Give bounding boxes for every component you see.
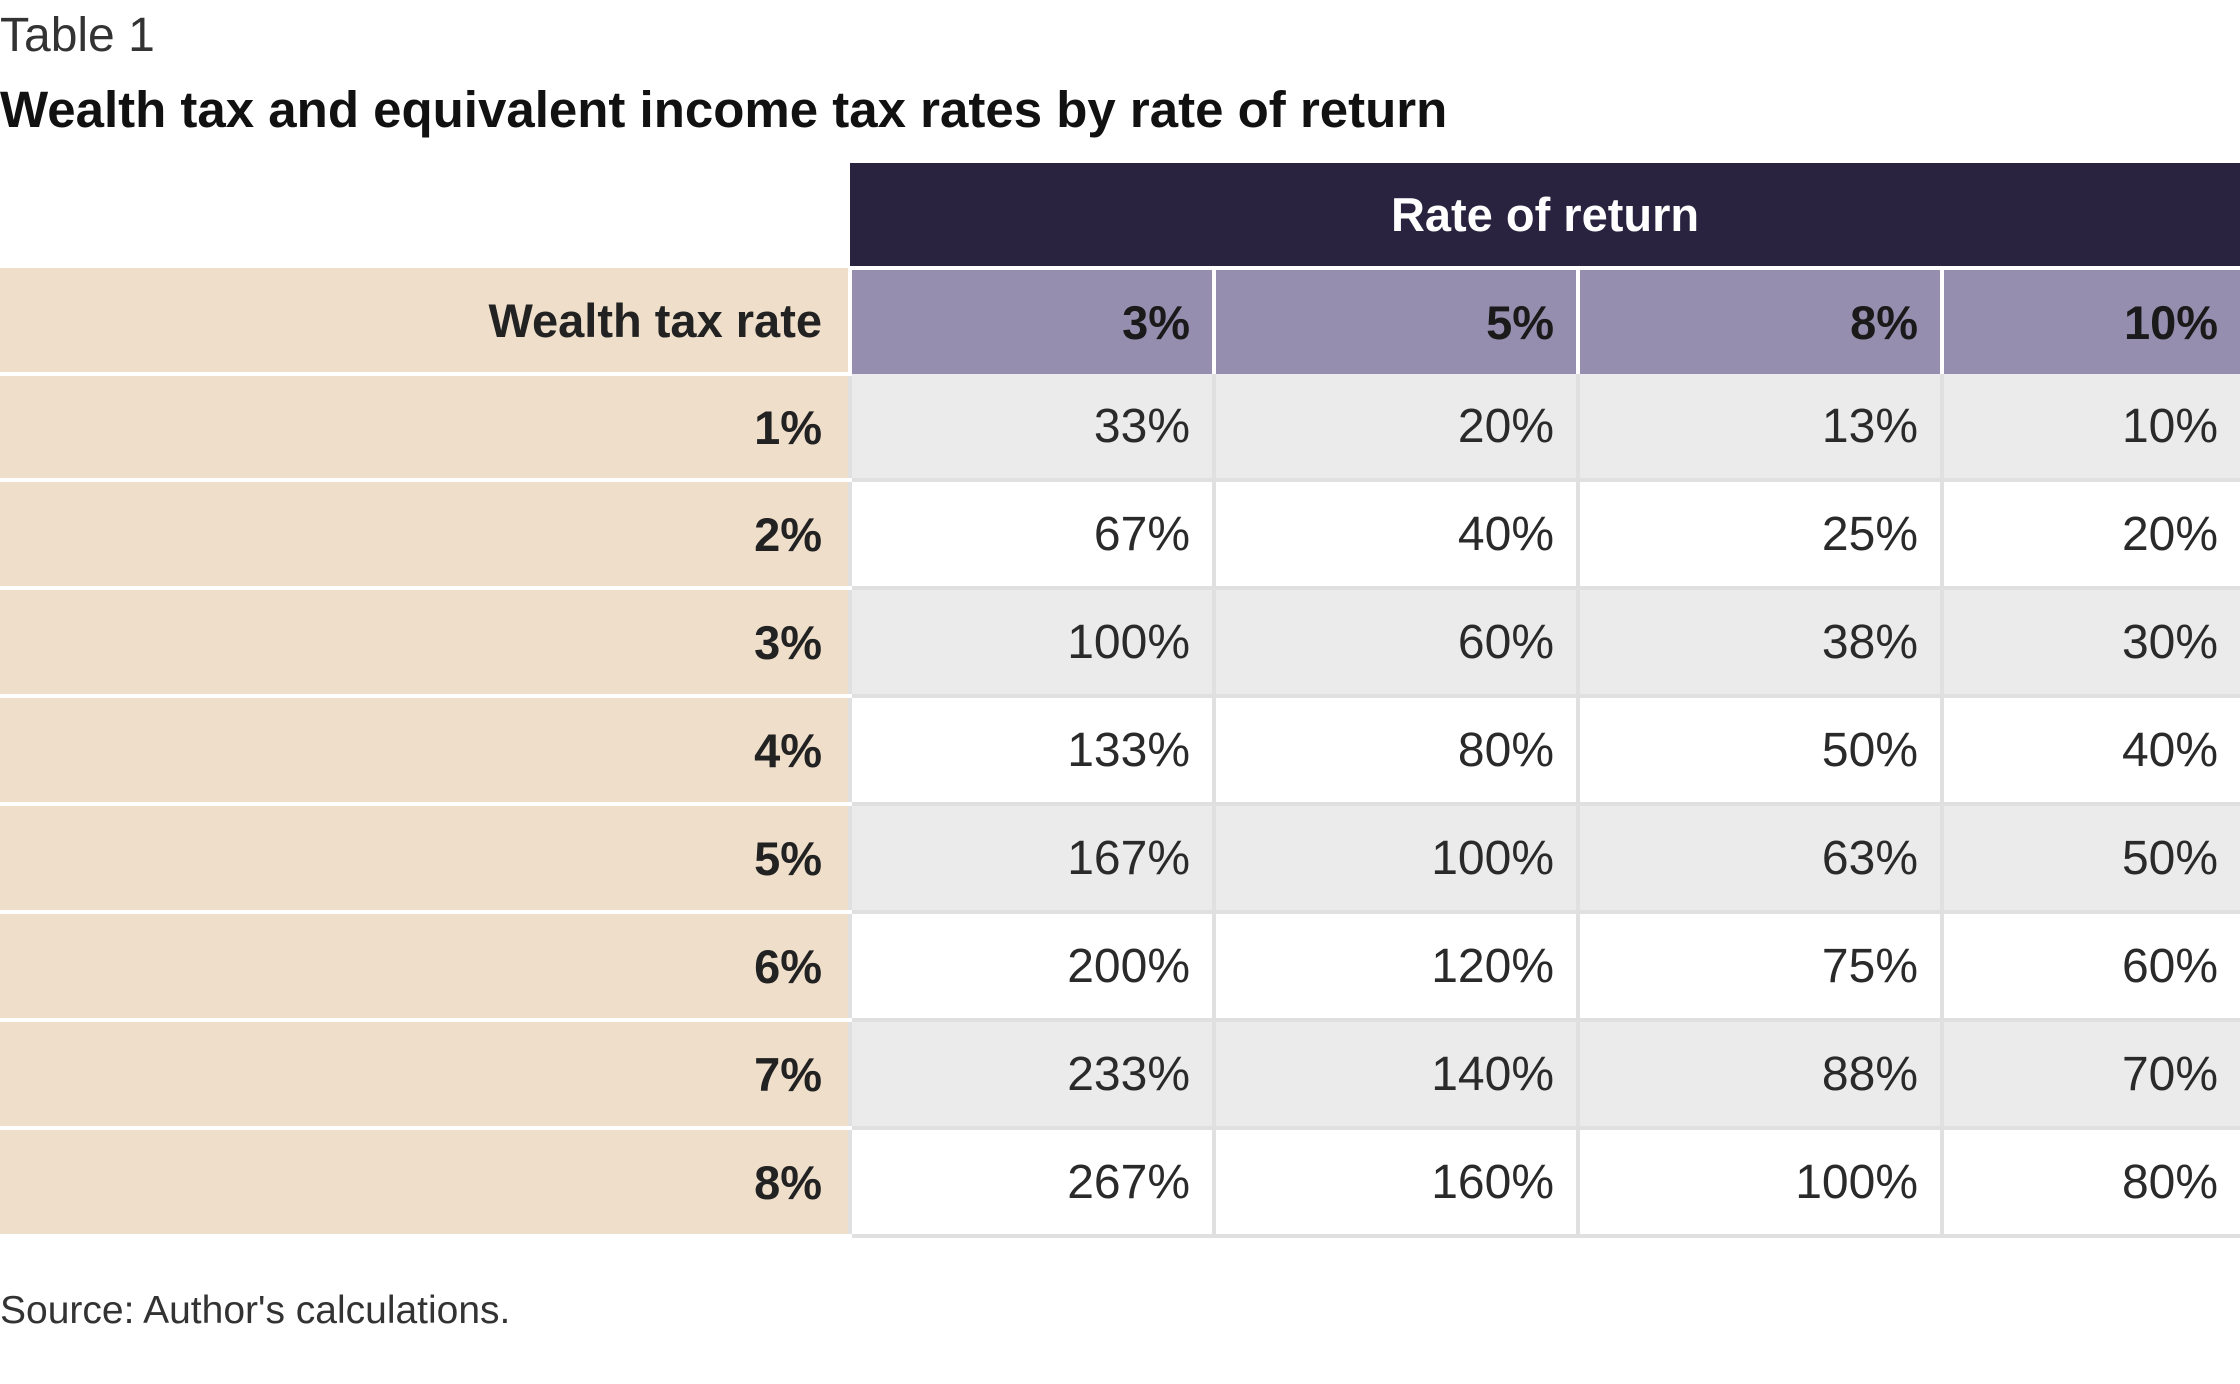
row-label: 1% bbox=[0, 374, 850, 482]
table-cell: 70% bbox=[1939, 1020, 2240, 1130]
group-spacer bbox=[0, 163, 850, 268]
table-row: 8% 267% 160% 100% 80% bbox=[0, 1128, 2240, 1238]
table-cell: 13% bbox=[1576, 374, 1942, 482]
table-cell: 100% bbox=[848, 588, 1214, 698]
column-header-row: Wealth tax rate 3% 5% 8% 10% bbox=[0, 268, 2240, 376]
table-row: 4% 133% 80% 50% 40% bbox=[0, 696, 2240, 806]
column-header: 3% bbox=[848, 268, 1214, 374]
table-cell: 100% bbox=[1212, 804, 1578, 914]
table-cell: 100% bbox=[1576, 1128, 1942, 1238]
row-header-label: Wealth tax rate bbox=[0, 268, 850, 376]
table-cell: 200% bbox=[848, 912, 1214, 1022]
table-body: 1% 33% 20% 13% 10% 2% 67% 40% 25% 20% 3% 100% 60% 38%… bbox=[0, 374, 2240, 1238]
table-cell: 40% bbox=[1939, 696, 2240, 806]
table-cell: 140% bbox=[1212, 1020, 1578, 1130]
column-header: 8% bbox=[1576, 268, 1942, 374]
table-cell: 50% bbox=[1939, 804, 2240, 914]
table-cell: 133% bbox=[848, 696, 1214, 806]
row-label: 6% bbox=[0, 912, 850, 1022]
column-group-header: Rate of return bbox=[850, 163, 2240, 270]
table-cell: 38% bbox=[1576, 588, 1942, 698]
column-header: 5% bbox=[1212, 268, 1578, 374]
table-cell: 88% bbox=[1576, 1020, 1942, 1130]
table-cell: 80% bbox=[1212, 696, 1578, 806]
column-header: 10% bbox=[1939, 268, 2240, 374]
row-label: 7% bbox=[0, 1020, 850, 1130]
source-note: Source: Author's calculations. bbox=[0, 1289, 511, 1332]
table-row: 2% 67% 40% 25% 20% bbox=[0, 480, 2240, 590]
table-cell: 40% bbox=[1212, 480, 1578, 590]
table-cell: 60% bbox=[1939, 912, 2240, 1022]
table-cell: 67% bbox=[848, 480, 1214, 590]
table-cell: 167% bbox=[848, 804, 1214, 914]
table-row: 6% 200% 120% 75% 60% bbox=[0, 912, 2240, 1022]
table-cell: 233% bbox=[848, 1020, 1214, 1130]
table-cell: 20% bbox=[1212, 374, 1578, 482]
table-row: 1% 33% 20% 13% 10% bbox=[0, 374, 2240, 482]
table-cell: 120% bbox=[1212, 912, 1578, 1022]
table-cell: 80% bbox=[1939, 1128, 2240, 1238]
table-number: Table 1 bbox=[0, 9, 155, 62]
table-cell: 60% bbox=[1212, 588, 1578, 698]
table-row: 7% 233% 140% 88% 70% bbox=[0, 1020, 2240, 1130]
table-cell: 50% bbox=[1576, 696, 1942, 806]
table-cell: 160% bbox=[1212, 1128, 1578, 1238]
row-label: 3% bbox=[0, 588, 850, 698]
table-cell: 75% bbox=[1576, 912, 1942, 1022]
row-label: 8% bbox=[0, 1128, 850, 1238]
data-table: Rate of return Wealth tax rate 3% 5% 8% … bbox=[0, 163, 2240, 1238]
row-label: 5% bbox=[0, 804, 850, 914]
table-cell: 20% bbox=[1939, 480, 2240, 590]
table-title: Wealth tax and equivalent income tax rat… bbox=[0, 81, 1448, 138]
row-label: 2% bbox=[0, 480, 850, 590]
table-row: 5% 167% 100% 63% 50% bbox=[0, 804, 2240, 914]
table-cell: 25% bbox=[1576, 480, 1942, 590]
table-cell: 63% bbox=[1576, 804, 1942, 914]
table-cell: 267% bbox=[848, 1128, 1214, 1238]
table-cell: 30% bbox=[1939, 588, 2240, 698]
row-label: 4% bbox=[0, 696, 850, 806]
column-group-row: Rate of return bbox=[0, 163, 2240, 270]
table-cell: 33% bbox=[848, 374, 1214, 482]
table-cell: 10% bbox=[1939, 374, 2240, 482]
table-row: 3% 100% 60% 38% 30% bbox=[0, 588, 2240, 698]
